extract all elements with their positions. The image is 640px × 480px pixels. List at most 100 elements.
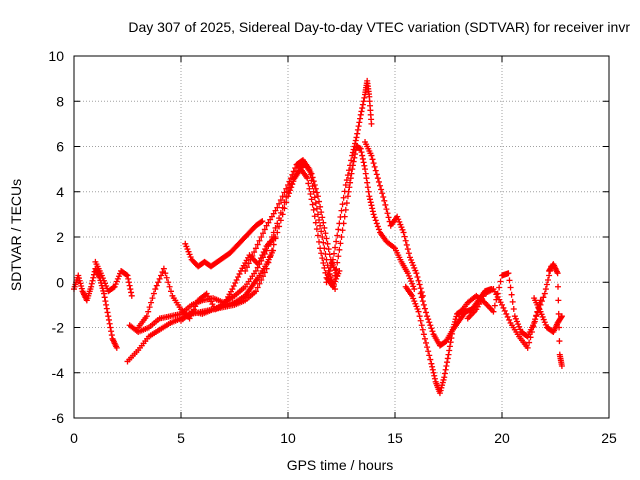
data-point [230, 283, 237, 290]
data-point [367, 196, 374, 203]
data-series [178, 247, 277, 324]
data-point [339, 201, 346, 208]
data-point [186, 315, 193, 322]
data-point [441, 374, 448, 381]
data-point [534, 309, 541, 316]
data-point [274, 204, 281, 211]
data-point [310, 206, 317, 213]
data-point [270, 247, 277, 254]
data-point [325, 246, 332, 253]
data-point [362, 170, 369, 177]
data-point [105, 313, 112, 320]
data-point [418, 294, 425, 301]
data-point [429, 363, 436, 370]
data-point [366, 193, 373, 200]
data-point [374, 223, 381, 230]
data-point [308, 170, 315, 177]
data-point [292, 164, 299, 171]
data-point [310, 188, 317, 195]
data-point [345, 188, 352, 195]
data-point [308, 177, 315, 184]
data-point [263, 222, 270, 229]
data-point [335, 226, 342, 233]
data-point [352, 140, 359, 147]
data-point [344, 172, 351, 179]
data-point [110, 284, 117, 291]
data-point [359, 105, 366, 112]
data-point [123, 271, 130, 278]
data-point [322, 269, 329, 276]
data-point [402, 237, 409, 244]
data-point [443, 362, 450, 369]
data-point [312, 200, 319, 207]
y-tick-label: 0 [56, 274, 64, 290]
data-point [268, 213, 275, 220]
data-point [148, 299, 155, 306]
data-point [285, 181, 291, 188]
data-point [361, 94, 368, 101]
data-point [88, 280, 95, 287]
data-point [417, 285, 424, 292]
data-point [128, 292, 135, 299]
x-tick-label: 20 [494, 430, 510, 446]
data-point [347, 175, 354, 182]
data-point [367, 199, 374, 206]
data-point [260, 249, 267, 256]
data-point [431, 375, 438, 382]
data-point [431, 372, 438, 379]
data-point [423, 309, 430, 316]
data-point [418, 322, 425, 329]
data-point [308, 196, 315, 203]
data-point [105, 316, 112, 323]
data-point [370, 211, 377, 218]
data-point [331, 250, 338, 257]
data-point [265, 219, 272, 226]
data-point [368, 120, 375, 127]
data-point [375, 178, 382, 185]
data-point [260, 273, 267, 280]
data-point [413, 270, 420, 277]
data-point [444, 355, 451, 362]
chart-title-text: Day 307 of 2025, Sidereal Day-to-day VTE… [128, 19, 630, 35]
data-point [344, 193, 351, 200]
data-point [329, 256, 336, 263]
data-point [357, 145, 364, 152]
data-point [272, 234, 279, 240]
x-tick-label: 5 [177, 430, 185, 446]
data-point [556, 338, 563, 345]
data-point [340, 194, 347, 201]
data-point [158, 272, 165, 279]
data-point [343, 200, 350, 207]
data-point [504, 313, 511, 320]
data-point [163, 274, 170, 281]
data-point [337, 240, 344, 247]
data-point [545, 276, 552, 283]
data-point [332, 286, 339, 293]
data-point [149, 295, 156, 302]
data-point [554, 283, 561, 290]
data-point [270, 229, 277, 236]
data-point [125, 279, 132, 286]
data-point [338, 234, 345, 240]
data-point [255, 261, 262, 268]
data-point [331, 283, 338, 290]
data-point [321, 224, 328, 231]
data-point [499, 301, 505, 308]
data-point [307, 171, 314, 178]
data-point [424, 313, 431, 320]
data-point [247, 256, 254, 263]
data-point [152, 286, 159, 293]
data-point [261, 226, 268, 233]
data-point [309, 183, 316, 190]
data-point [304, 175, 311, 182]
data-series [92, 258, 135, 299]
data-point [332, 272, 339, 279]
y-axis-label: SDTVAR / TECUs [8, 178, 24, 292]
data-point [419, 326, 426, 333]
data-point [124, 272, 131, 279]
data-point [445, 351, 452, 358]
data-point [441, 370, 448, 377]
data-point [354, 126, 361, 133]
data-point [554, 270, 561, 277]
data-point [503, 310, 510, 317]
